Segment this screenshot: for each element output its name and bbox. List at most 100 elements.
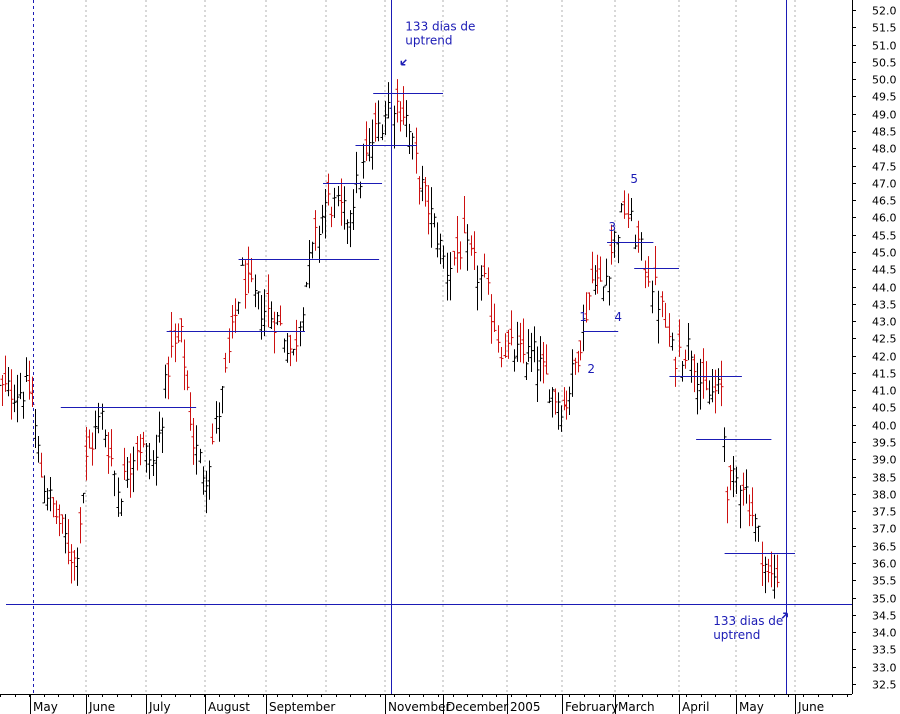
y-tick-label: 33.0 xyxy=(872,662,897,675)
ohlc-bar xyxy=(285,333,290,363)
ohlc-bar xyxy=(553,388,558,415)
ohlc-bar xyxy=(695,362,700,415)
ohlc-bar xyxy=(93,410,98,450)
x-tick-label: December xyxy=(446,700,508,714)
ohlc-bar xyxy=(633,234,638,250)
ohlc-bar xyxy=(9,369,14,420)
ohlc-bar xyxy=(60,514,65,534)
wave-label: 4 xyxy=(614,310,622,324)
ohlc-bar xyxy=(524,361,529,380)
ohlc-bar xyxy=(541,341,546,384)
ohlc-bar xyxy=(227,328,232,363)
ohlc-bar xyxy=(567,386,572,416)
ohlc-bar xyxy=(262,289,267,337)
ohlc-bar xyxy=(667,313,672,347)
ohlc-bar xyxy=(653,245,658,286)
ohlc-bar xyxy=(465,224,470,271)
y-tick-label: 42.0 xyxy=(872,351,897,364)
y-tick-label: 34.5 xyxy=(872,610,897,623)
ohlc-bar xyxy=(401,86,406,125)
ohlc-bar xyxy=(656,290,661,344)
ohlc-bar xyxy=(370,119,375,170)
ohlc-bar xyxy=(509,310,514,346)
ohlc-bar xyxy=(595,254,600,294)
ohlc-bar xyxy=(429,187,434,248)
ohlc-bar xyxy=(298,321,303,347)
y-tick-label: 47.0 xyxy=(872,178,897,191)
ohlc-bar xyxy=(87,429,92,449)
ohlc-bar xyxy=(253,274,258,308)
ohlc-bar xyxy=(169,312,174,358)
wave-label: 3 xyxy=(609,220,617,234)
y-tick-label: 38.5 xyxy=(872,472,897,485)
ohlc-bar xyxy=(204,470,209,514)
ohlc-bar xyxy=(532,326,537,363)
y-tick-label: 44.0 xyxy=(872,282,897,295)
ohlc-bar xyxy=(194,425,199,475)
ohlc-bar xyxy=(612,230,617,258)
ohlc-bar xyxy=(417,176,422,205)
y-tick-label: 45.5 xyxy=(872,230,897,243)
ohlc-bar xyxy=(689,350,694,383)
ohlc-bar xyxy=(144,442,149,473)
ohlc-bar xyxy=(201,466,206,495)
ohlc-bar xyxy=(291,348,296,356)
ohlc-bar xyxy=(256,291,261,310)
ohlc-bar xyxy=(753,513,758,542)
ohlc-bar xyxy=(479,265,484,301)
ohlc-bar xyxy=(373,102,378,142)
ohlc-bar xyxy=(677,319,682,357)
ohlc-bar xyxy=(544,344,549,375)
annotation-label: 133 dias de uptrend xyxy=(405,20,475,48)
y-tick-label: 50.0 xyxy=(872,74,897,87)
ohlc-bar xyxy=(320,204,325,234)
ohlc-bar xyxy=(125,456,130,488)
ohlc-bar xyxy=(288,334,293,367)
ohlc-bar xyxy=(616,234,621,264)
ohlc-bar xyxy=(345,219,350,245)
ohlc-bar xyxy=(383,101,388,135)
arrow-icon xyxy=(400,59,407,66)
ohlc-bar xyxy=(515,321,520,362)
ohlc-bar xyxy=(272,311,277,354)
ohlc-bar xyxy=(556,392,561,430)
y-tick-label: 48.0 xyxy=(872,143,897,156)
ohlc-bar xyxy=(223,352,228,373)
ohlc-bar xyxy=(722,427,727,463)
x-tick-label: February xyxy=(565,700,618,714)
ohlc-bar xyxy=(646,256,651,287)
ohlc-bar xyxy=(214,401,219,434)
y-tick-label: 45.0 xyxy=(872,247,897,260)
ohlc-bar xyxy=(198,448,203,464)
ohlc-bar xyxy=(590,251,595,284)
annotation-label: 133 dias de uptrend xyxy=(713,614,783,642)
ohlc-bar xyxy=(472,231,477,271)
ohlc-bar xyxy=(317,225,322,263)
ohlc-bar xyxy=(643,260,648,289)
ohlc-bar xyxy=(191,418,196,465)
y-tick-label: 37.5 xyxy=(872,506,897,519)
ohlc-bar xyxy=(469,235,474,256)
ohlc-bar xyxy=(310,241,315,259)
ohlc-bar xyxy=(12,384,17,413)
ohlc-bar xyxy=(404,100,409,138)
ohlc-bar xyxy=(233,298,238,333)
ohlc-bar xyxy=(598,256,603,282)
y-tick-label: 51.5 xyxy=(872,22,897,35)
ohlc-bar xyxy=(354,151,359,194)
ohlc-bar xyxy=(243,260,248,309)
ohlc-bar xyxy=(741,472,746,506)
annotation-line: uptrend xyxy=(713,628,760,642)
y-tick-label: 42.5 xyxy=(872,333,897,346)
ohlc-bar xyxy=(57,504,62,537)
ohlc-bar xyxy=(414,127,419,174)
ohlc-bar xyxy=(109,429,114,467)
ohlc-bar xyxy=(670,332,675,351)
ohlc-bar xyxy=(217,402,222,442)
ohlc-bar xyxy=(578,340,583,361)
ohlc-bar xyxy=(448,252,453,301)
ohlc-bar xyxy=(348,210,353,248)
ohlc-bar xyxy=(386,82,391,119)
x-tick-label: September xyxy=(269,700,335,714)
ohlc-bar xyxy=(116,477,121,517)
